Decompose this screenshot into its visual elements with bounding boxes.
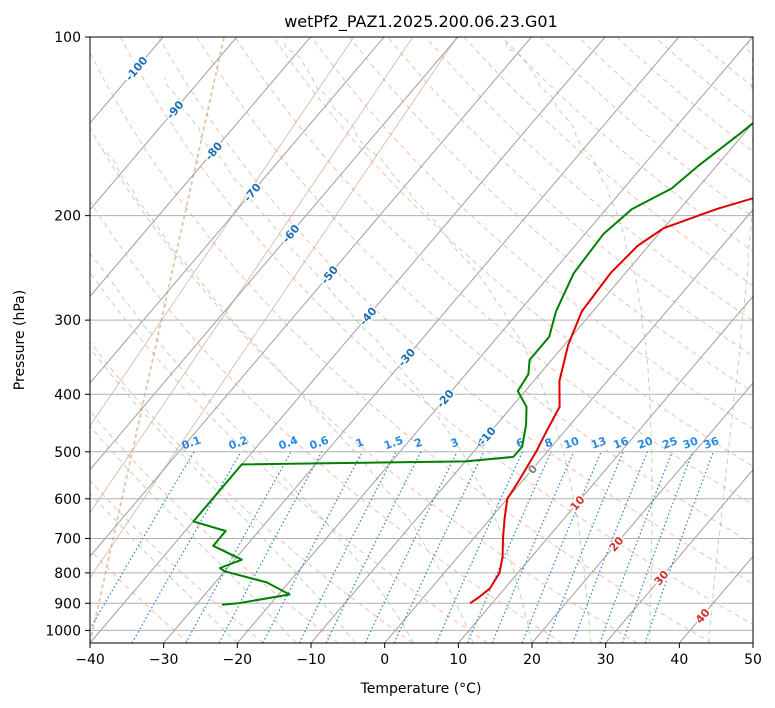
mixing-ratio-label: 0.1: [180, 434, 203, 453]
dry-adiabat-line: [120, 37, 753, 626]
dry-adiabat-line: [90, 51, 712, 643]
mixing-ratio-label: 16: [612, 434, 631, 452]
y-tick-label: 300: [54, 313, 81, 329]
x-tick-label: 50: [744, 652, 762, 668]
mixing-ratio-label: 0.4: [277, 434, 300, 453]
mixing-ratio-label: 25: [661, 434, 680, 451]
isotherm-line: [90, 37, 385, 384]
y-axis-title: Pressure (hPa): [12, 290, 28, 390]
moist-adiabat-line: [163, 77, 533, 643]
moist-adiabat-line: [90, 252, 415, 643]
x-axis-title: Temperature (°C): [360, 681, 482, 697]
mixing-ratio-label: 20: [636, 434, 655, 452]
mixing-ratio-label: 8: [543, 436, 555, 451]
mixing-ratio-label: 30: [681, 434, 700, 452]
mixing-ratio-line: [218, 451, 323, 643]
mixing-ratio-line: [599, 451, 673, 643]
moist-adiabat-line: [90, 347, 356, 643]
moist-adiabat-line: [101, 147, 474, 643]
y-tick-label: 700: [54, 532, 81, 548]
y-tick-label: 800: [54, 566, 81, 582]
dry-adiabat-line: [90, 341, 414, 643]
y-tick-label: 100: [54, 30, 81, 46]
dry-adiabat-line: [90, 127, 638, 643]
reference-curve-line: [90, 37, 458, 579]
mixing-ratio-label: 0.2: [227, 434, 250, 453]
mixing-ratio-line: [621, 451, 694, 643]
isotherm-line: [384, 208, 753, 643]
isotherm-line: [163, 37, 680, 643]
dry-adiabat-line: [578, 37, 753, 185]
dashed-reference-line: [90, 37, 225, 643]
y-tick-label: 900: [54, 596, 81, 612]
x-tick-label: 40: [670, 652, 688, 668]
y-tick-label: 500: [54, 445, 81, 461]
moist-adiabat-line: [90, 492, 238, 643]
dry-adiabat-line: [196, 37, 753, 545]
mixing-ratio-label: 0.6: [308, 434, 331, 453]
x-tick-label: 20: [523, 652, 541, 668]
mixing-ratio-label: 3: [449, 436, 461, 451]
reference-curve-line: [90, 37, 355, 427]
mixing-ratio-line: [572, 451, 649, 643]
moist-adiabat-line: [506, 37, 653, 643]
mixing-ratio-line: [325, 451, 422, 643]
mixing-ratio-label: 4: [475, 436, 487, 451]
isotherm-line: [90, 37, 459, 471]
x-tick-label: −30: [149, 652, 179, 668]
x-tick-label: −10: [296, 652, 326, 668]
x-tick-label: 0: [380, 652, 389, 668]
y-tick-label: 400: [54, 387, 81, 403]
isotherm-line: [90, 37, 311, 298]
dry-adiabat-line: [90, 200, 563, 643]
reference-curve-line: [90, 37, 414, 514]
mixing-ratio-label: 10: [562, 434, 581, 452]
mixing-ratio-label: 6: [514, 436, 526, 451]
x-tick-label: −20: [223, 652, 253, 668]
dry-adiabat-line: [158, 37, 753, 585]
mixing-ratio-line: [644, 451, 714, 643]
x-tick-label: 30: [597, 652, 615, 668]
x-tick-label: −40: [75, 652, 105, 668]
isotherm-line: [457, 295, 753, 643]
x-tick-label: 10: [449, 652, 467, 668]
isotherm-line: [236, 37, 753, 643]
mixing-ratio-label: 1.5: [382, 434, 405, 453]
mixing-ratio-label: 36: [702, 434, 721, 452]
dewpoint-profile-line: [192, 121, 753, 606]
mixing-ratio-line: [521, 451, 602, 643]
isotherm-line: [310, 122, 753, 643]
y-tick-label: 1000: [45, 623, 81, 639]
temperature-profile-line: [469, 197, 753, 605]
mixing-ratio-line: [491, 451, 575, 643]
plot-frame: [89, 36, 754, 644]
isotherm-line: [90, 37, 606, 643]
y-tick-label: 600: [54, 492, 81, 508]
chart-title: wetPf2_PAZ1.2025.200.06.23.G01: [284, 12, 558, 32]
isotherm-line: [605, 468, 753, 643]
y-tick-label: 200: [54, 209, 81, 225]
isotherm-line: [90, 37, 238, 211]
mixing-ratio-label: 2: [413, 436, 425, 451]
moist-adiabat-line: [90, 425, 297, 643]
isotherm-line: [531, 382, 753, 643]
moist-adiabat-line: [284, 37, 592, 643]
mixing-ratio-line: [545, 451, 624, 643]
mixing-ratio-label: 1: [354, 436, 366, 451]
mixing-ratio-label: 13: [589, 434, 608, 451]
isotherm-line: [90, 37, 532, 558]
